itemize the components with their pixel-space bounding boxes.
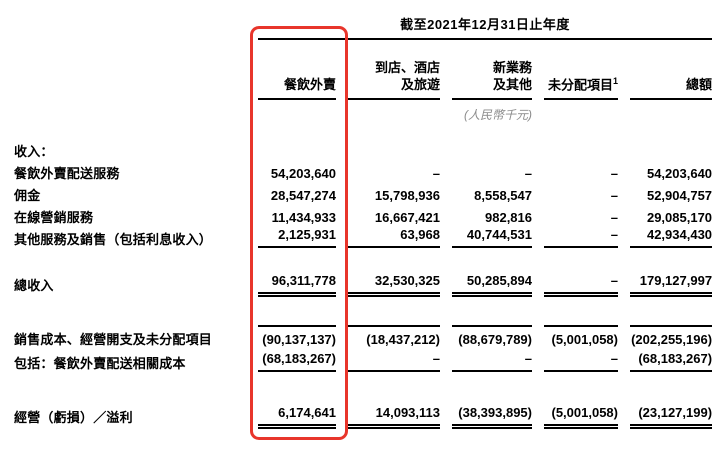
table-row: 其他服務及銷售（包括利息收入） 2,125,931 63,968 40,744,… (0, 226, 713, 248)
value-cell: – (348, 350, 440, 372)
value-cell: 50,285,894 (452, 272, 532, 297)
value-cell: (38,393,895) (452, 404, 532, 429)
value-cell: 6,174,641 (258, 404, 336, 429)
section-label-revenue: 收入： (14, 144, 54, 159)
table-row: 在線營銷服務 11,434,933 16,667,421 982,816 – 2… (0, 204, 712, 226)
column-header-instore-hotel-travel: 到店、酒店及旅遊 (348, 59, 440, 100)
value-cell: – (524, 166, 532, 181)
value-cell: 16,667,421 (374, 210, 440, 225)
value-cell: (68,183,267) (258, 350, 336, 372)
value-cell: 40,744,531 (452, 226, 532, 248)
value-cell: 29,085,170 (646, 210, 713, 225)
column-header-new-initiatives-line2: 及其他 (492, 77, 532, 92)
value-cell: (202,255,196) (630, 325, 713, 348)
footnote-superscript: 1 (612, 75, 618, 86)
value-cell: 54,203,640 (270, 166, 336, 181)
operating-profit-row: 經營（虧損）／溢利 6,174,641 14,093,113 (38,393,8… (0, 372, 713, 429)
value-cell: 15,798,936 (374, 188, 440, 203)
value-cell: 179,127,997 (630, 272, 713, 297)
column-header-food-delivery: 餐飲外賣 (258, 76, 336, 100)
value-cell: – (432, 166, 440, 181)
value-cell: 8,558,547 (474, 188, 532, 203)
value-cell: – (610, 210, 618, 225)
cost-row: 銷售成本、經營開支及未分配項目 (90,137,137) (18,437,212… (0, 294, 713, 348)
column-header-unallocated: 未分配項目1 (544, 73, 618, 100)
row-label: 總收入 (14, 278, 54, 293)
segment-results-table: 截至2021年12月31日止年度 餐飲外賣 到店、酒店及旅遊 新業務及其他 未分… (0, 4, 713, 429)
column-header-unallocated-label: 未分配項目 (547, 77, 613, 92)
value-cell: – (544, 272, 618, 297)
value-cell: (23,127,199) (630, 404, 713, 429)
row-label: 包括：餐飲外賣配送相關成本 (14, 356, 186, 371)
row-label: 佣金 (14, 188, 41, 203)
value-cell: (90,137,137) (258, 325, 336, 348)
value-cell: – (610, 188, 618, 203)
table-row: 佣金 28,547,274 15,798,936 8,558,547 – 52,… (0, 182, 712, 204)
value-cell: – (544, 226, 618, 248)
column-header-total: 總額 (630, 76, 713, 100)
column-header-total-label: 總額 (686, 77, 713, 92)
column-header-food-delivery-label: 餐飲外賣 (283, 77, 336, 92)
column-header-instore-line1: 到店、酒店 (374, 60, 440, 75)
value-cell: 54,203,640 (646, 166, 713, 181)
value-cell: 14,093,113 (348, 404, 440, 429)
period-title: 截至2021年12月31日止年度 (258, 14, 713, 40)
table-row: 餐飲外賣配送服務 54,203,640 – – – 54,203,640 (0, 160, 712, 182)
column-header-instore-line2: 及旅遊 (400, 77, 440, 92)
value-cell: 28,547,274 (270, 188, 336, 203)
value-cell: 11,434,933 (271, 210, 336, 225)
value-cell: (18,437,212) (348, 325, 440, 348)
row-label: 餐飲外賣配送服務 (14, 166, 120, 181)
column-header-new-initiatives-line1: 新業務 (492, 60, 532, 75)
total-revenue-row: 總收入 96,311,778 32,530,325 50,285,894 – 1… (0, 248, 713, 297)
value-cell: – (610, 166, 618, 181)
row-label: 在線營銷服務 (14, 210, 94, 225)
value-cell: – (452, 350, 532, 372)
including-row: 包括：餐飲外賣配送相關成本 (68,183,267) – – – (68,183… (0, 348, 713, 372)
value-cell: 982,816 (485, 210, 532, 225)
value-cell: (68,183,267) (630, 350, 713, 372)
value-cell: – (544, 350, 618, 372)
row-label: 其他服務及銷售（包括利息收入） (14, 232, 213, 247)
row-label: 銷售成本、經營開支及未分配項目 (14, 332, 213, 347)
value-cell: 52,904,757 (646, 188, 713, 203)
value-cell: 32,530,325 (348, 272, 440, 297)
value-cell: (5,001,058) (544, 404, 618, 429)
value-cell: 96,311,778 (258, 272, 336, 297)
value-cell: 2,125,931 (258, 226, 336, 248)
column-header-new-initiatives: 新業務 及其他 (452, 59, 532, 100)
currency-unit-note: (人民幣千元) (464, 108, 532, 122)
row-label: 經營（虧損）／溢利 (14, 410, 133, 425)
value-cell: 63,968 (348, 226, 440, 248)
value-cell: (88,679,789) (452, 325, 532, 348)
value-cell: 42,934,430 (630, 226, 713, 248)
value-cell: (5,001,058) (544, 325, 618, 348)
